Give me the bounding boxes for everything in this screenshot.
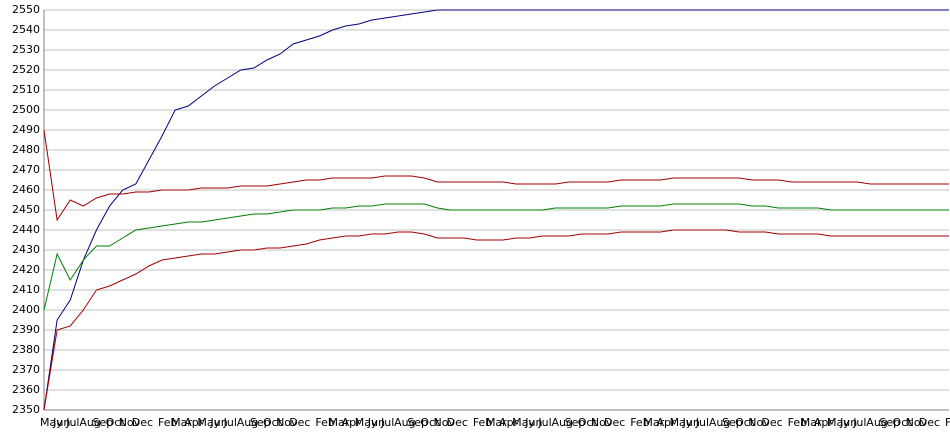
x-tick-label: May [355, 416, 378, 429]
x-tick-label: Mar [643, 416, 664, 429]
x-tick-label: Sep [407, 416, 428, 429]
x-tick-label: Mar [486, 416, 507, 429]
x-tick-label: Feb [158, 416, 177, 429]
x-tick-label: Apr [499, 416, 519, 429]
x-tick-label: Jun [682, 416, 700, 429]
y-tick-label: 2430 [12, 243, 40, 256]
x-tick-label: May [40, 416, 63, 429]
y-tick-label: 2410 [12, 283, 40, 296]
x-tick-label: Oct [578, 416, 598, 429]
series-line [43, 129, 949, 222]
x-tick-label: Apr [814, 416, 834, 429]
x-tick-label: Nov [906, 416, 928, 429]
y-tick-label: 2470 [12, 163, 40, 176]
x-tick-label: May [512, 416, 535, 429]
x-tick-label: Apr [184, 416, 204, 429]
x-tick-label: Oct [735, 416, 755, 429]
series-line [43, 229, 949, 411]
y-tick-label: 2520 [12, 63, 40, 76]
x-tick-label: Sep [92, 416, 113, 429]
x-tick-label: Aug [79, 416, 100, 429]
x-tick-label: Aug [552, 416, 573, 429]
y-tick-label: 2390 [12, 323, 40, 336]
y-tick-label: 2440 [12, 223, 40, 236]
x-tick-label: Dec [919, 416, 940, 429]
y-tick-label: 2550 [12, 3, 40, 16]
x-tick-label: Oct [263, 416, 283, 429]
x-tick-label: Nov [748, 416, 770, 429]
y-tick-label: 2530 [12, 43, 40, 56]
x-tick-label: May [670, 416, 693, 429]
y-tick-label: 2540 [12, 23, 40, 36]
x-tick-label: Jun [367, 416, 385, 429]
y-tick-label: 2370 [12, 363, 40, 376]
series-line [43, 9, 949, 411]
x-tick-label: Mar [329, 416, 350, 429]
x-tick-label: Jun [524, 416, 542, 429]
x-tick-label: Dec [761, 416, 782, 429]
y-tick-label: 2480 [12, 143, 40, 156]
x-tick-label: Aug [237, 416, 258, 429]
x-tick-label: Aug [866, 416, 887, 429]
x-tick-label: Jul [380, 416, 394, 429]
x-tick-label: Oct [106, 416, 126, 429]
x-tick-label: Nov [433, 416, 455, 429]
x-tick-label: Jul [695, 416, 709, 429]
x-tick-label: Feb [630, 416, 649, 429]
x-tick-label: Apr [656, 416, 676, 429]
y-tick-label: 2400 [12, 303, 40, 316]
x-tick-label: Apr [342, 416, 362, 429]
x-tick-label: Dec [447, 416, 468, 429]
x-tick-label: Jul [65, 416, 79, 429]
x-tick-label: Nov [276, 416, 298, 429]
y-tick-label: 2490 [12, 123, 40, 136]
series-line [43, 203, 949, 311]
x-tick-label: Feb [315, 416, 334, 429]
x-tick-label: Mar [801, 416, 822, 429]
x-tick-label: Feb [788, 416, 807, 429]
x-tick-label: Sep [250, 416, 271, 429]
x-tick-label: Nov [119, 416, 141, 429]
y-tick-label: 2360 [12, 383, 40, 396]
x-tick-label: Jun [52, 416, 70, 429]
y-tick-label: 2450 [12, 203, 40, 216]
y-tick-label: 2500 [12, 103, 40, 116]
y-tick-label: 2380 [12, 343, 40, 356]
x-tick-label: Jun [210, 416, 228, 429]
x-tick-label: Sep [722, 416, 743, 429]
x-tick-label: May [827, 416, 850, 429]
x-tick-label: Feb [945, 416, 950, 429]
x-tick-label: Jul [852, 416, 866, 429]
x-tick-label: Dec [289, 416, 310, 429]
x-tick-label: Aug [709, 416, 730, 429]
x-tick-label: Jun [839, 416, 857, 429]
x-tick-label: May [197, 416, 220, 429]
y-tick-label: 2420 [12, 263, 40, 276]
x-tick-label: Feb [473, 416, 492, 429]
x-tick-label: Oct [893, 416, 913, 429]
x-tick-label: Nov [591, 416, 613, 429]
x-tick-label: Dec [604, 416, 625, 429]
x-tick-label: Jul [223, 416, 237, 429]
y-tick-label: 2350 [12, 403, 40, 416]
x-tick-label: Dec [132, 416, 153, 429]
x-tick-label: Mar [171, 416, 192, 429]
x-tick-label: Oct [420, 416, 440, 429]
x-tick-label: Sep [565, 416, 586, 429]
y-tick-label: 2510 [12, 83, 40, 96]
y-tick-label: 2460 [12, 183, 40, 196]
x-tick-label: Sep [879, 416, 900, 429]
x-tick-label: Aug [394, 416, 415, 429]
x-tick-label: Jul [537, 416, 551, 429]
